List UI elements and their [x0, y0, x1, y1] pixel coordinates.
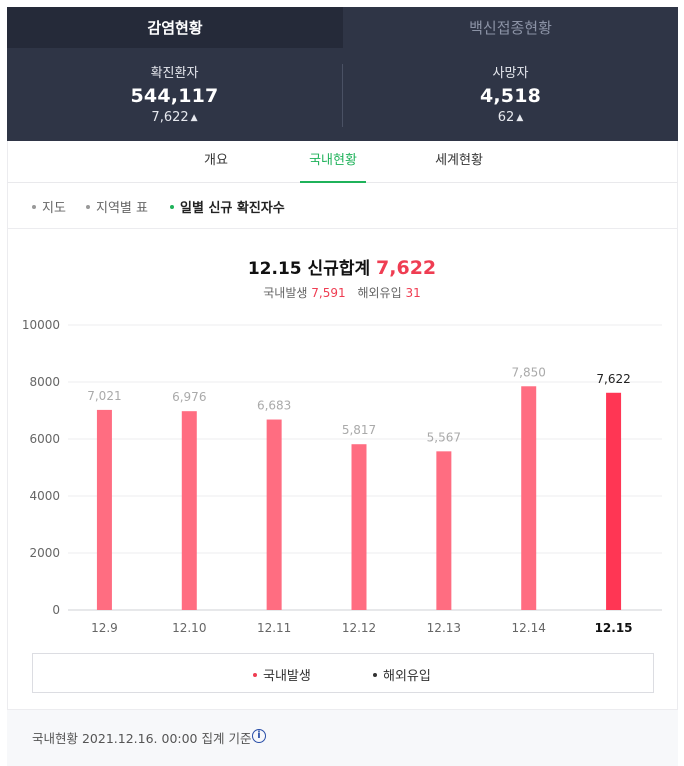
bar [436, 451, 452, 610]
filter-daily-cases[interactable]: 일별 신규 확진자수 [170, 197, 285, 216]
bar-value-label: 7,850 [512, 365, 546, 379]
y-tick-label: 2000 [29, 546, 60, 560]
filter-row: 지도 지역별 표 일별 신규 확진자수 [7, 183, 678, 229]
deaths-delta-value: 62 [497, 110, 515, 125]
header-panel: 감염현황 백신접종현황 확진환자 544,117 7,622 ▲ 사망자 4,51… [7, 7, 678, 141]
bullet-icon [32, 205, 36, 209]
x-tick-label: 12.11 [257, 621, 291, 635]
chart-title-total: 7,622 [376, 257, 437, 279]
bar [96, 409, 112, 610]
footer: 국내현황 2021.12.16. 00:00 집계 기준 i [7, 709, 678, 766]
x-tick-label: 12.12 [342, 621, 376, 635]
filter-map-label: 지도 [42, 201, 66, 216]
up-arrow-icon: ▲ [516, 113, 524, 123]
legend-domestic-label: 국내발생 [263, 669, 311, 684]
x-tick-label: 12.13 [427, 621, 461, 635]
confirmed-stat: 확진환자 544,117 7,622 ▲ [7, 62, 342, 125]
bar-value-label: 7,622 [596, 372, 630, 386]
deaths-delta: 62 ▲ [343, 110, 678, 125]
daily-cases-bar-chart: 10000 8000 6000 4000 2000 0 7,021 12.9 6,976 12.1… [22, 318, 662, 635]
bar [351, 444, 367, 610]
bar-value-label: 7,021 [87, 389, 121, 403]
deaths-value: 4,518 [479, 85, 542, 107]
tab-world[interactable]: 세계현황 [435, 153, 483, 168]
chart-title-text: 12.15 신규합계 [247, 259, 371, 279]
bullet-icon [86, 205, 90, 209]
stat-divider [342, 64, 343, 127]
confirmed-value: 544,117 [130, 85, 219, 107]
chart-subtitle: 국내발생 7,591 해외유입 31 [0, 284, 684, 301]
y-tick-label: 8000 [29, 375, 60, 389]
confirmed-label: 확진환자 [150, 66, 199, 81]
confirmed-delta: 7,622 ▲ [7, 110, 342, 125]
info-icon[interactable]: i [252, 729, 266, 743]
overseas-value: 31 [405, 286, 421, 300]
tab-domestic-label: 국내현황 [309, 153, 357, 168]
domestic-label: 국내발생 [263, 286, 308, 300]
tab-vaccination-status[interactable]: 백신접종현황 [343, 7, 678, 48]
y-tick-label: 0 [52, 603, 60, 617]
legend-domestic[interactable]: 국내발생 [253, 665, 311, 684]
y-tick-label: 4000 [29, 489, 60, 503]
filter-daily-cases-label: 일별 신규 확진자수 [180, 201, 285, 216]
x-tick-label: 12.10 [172, 621, 206, 635]
bar [181, 411, 197, 610]
chart-container [7, 229, 678, 709]
y-tick-label: 10000 [22, 318, 60, 332]
x-tick-label: 12.9 [91, 621, 118, 635]
bar-value-label: 6,683 [257, 399, 291, 413]
x-tick-label: 12.15 [595, 621, 633, 635]
bar-value-label: 6,976 [172, 390, 206, 404]
bar [521, 386, 537, 610]
filter-region-table[interactable]: 지역별 표 [86, 197, 148, 216]
chart-title: 12.15 신규합계 7,622 [0, 254, 684, 279]
legend-overseas-label: 해외유입 [383, 669, 431, 684]
bullet-icon [170, 205, 174, 209]
domestic-value: 7,591 [311, 286, 346, 300]
legend-dot-icon [253, 673, 257, 677]
confirmed-delta-value: 7,622 [151, 110, 189, 125]
legend-overseas[interactable]: 해외유입 [373, 665, 431, 684]
sub-navigation: 개요 국내현황 세계현황 [7, 141, 678, 183]
filter-region-table-label: 지역별 표 [96, 201, 148, 216]
tab-overview[interactable]: 개요 [204, 153, 228, 168]
bar [266, 419, 282, 610]
bar-value-label: 5,817 [342, 423, 376, 437]
tab-infection-status[interactable]: 감염현황 [7, 7, 343, 48]
y-tick-label: 6000 [29, 432, 60, 446]
footer-text: 국내현황 2021.12.16. 00:00 집계 기준 [32, 731, 252, 746]
overseas-label: 해외유입 [357, 286, 402, 300]
tab-domestic[interactable]: 국내현황 [300, 141, 366, 183]
up-arrow-icon: ▲ [190, 113, 198, 123]
deaths-stat: 사망자 4,518 62 ▲ [343, 62, 678, 125]
chart-legend: 국내발생 해외유입 [32, 653, 654, 693]
legend-dot-icon [373, 673, 377, 677]
bar [606, 392, 622, 610]
deaths-label: 사망자 [492, 66, 529, 81]
filter-map[interactable]: 지도 [32, 197, 66, 216]
active-tab-underline [300, 181, 366, 183]
bar-value-label: 5,567 [427, 430, 461, 444]
x-tick-label: 12.14 [512, 621, 546, 635]
